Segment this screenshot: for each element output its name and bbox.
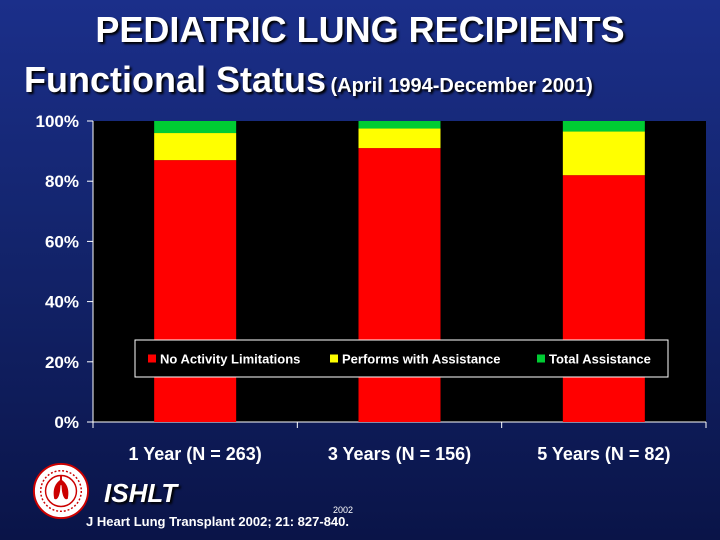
legend-swatch <box>148 354 156 363</box>
legend-label: Performs with Assistance <box>342 352 500 367</box>
bar-segment <box>154 160 237 422</box>
subtitle-date-range: (April 1994-December 2001) <box>330 75 593 97</box>
legend-box <box>134 339 669 378</box>
legend-label: Total Assistance <box>549 352 651 367</box>
org-name: ISHLT <box>104 478 178 508</box>
legend-label: No Activity Limitations <box>160 352 300 367</box>
y-tick-label: 20% <box>45 353 79 372</box>
bar-segment <box>358 148 441 422</box>
subtitle-main: Functional Status <box>24 59 327 100</box>
y-tick-label: 0% <box>54 413 79 432</box>
slide-title: PEDIATRIC LUNG RECIPIENTS <box>95 9 625 50</box>
y-tick-label: 60% <box>45 232 79 251</box>
bar-segment <box>562 131 645 176</box>
bar-segment <box>154 133 237 161</box>
x-tick-label: 1 Year (N = 263) <box>129 444 262 464</box>
citation: J Heart Lung Transplant 2002; 21: 827-84… <box>86 514 349 529</box>
ishlt-logo-icon <box>32 462 90 520</box>
legend-swatch <box>537 354 545 363</box>
bar-segment <box>562 175 645 422</box>
year-label: 2002 <box>333 505 354 515</box>
bar-segment <box>358 128 441 149</box>
y-tick-label: 100% <box>36 112 79 131</box>
x-tick-label: 5 Years (N = 82) <box>537 444 670 464</box>
y-tick-label: 40% <box>45 293 79 312</box>
legend-swatch <box>330 354 338 363</box>
slide-subtitle: Functional Status (April 1994-December 2… <box>24 60 714 108</box>
x-tick-label: 3 Years (N = 156) <box>328 444 471 464</box>
bar-segment <box>358 121 441 129</box>
y-tick-label: 80% <box>45 172 79 191</box>
bar-segment <box>562 121 645 132</box>
bar-segment <box>154 121 237 134</box>
